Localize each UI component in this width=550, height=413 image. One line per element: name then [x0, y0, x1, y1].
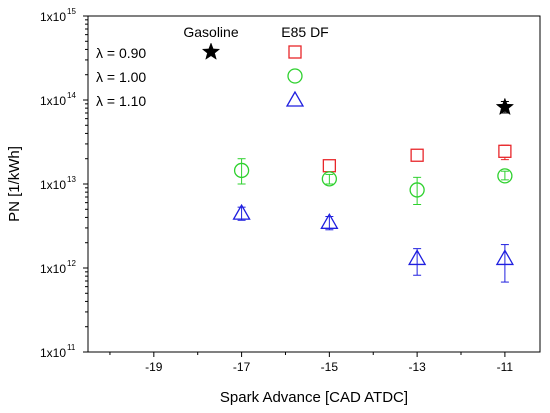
x-tick-label: -13: [408, 360, 426, 374]
x-axis-label: Spark Advance [CAD ATDC]: [220, 389, 408, 406]
y-tick-exponent: 11: [67, 343, 76, 352]
legend-header-gasoline: Gasoline: [183, 24, 238, 40]
x-tick-label: -15: [321, 360, 339, 374]
data-point-circle: [233, 162, 250, 179]
legend-header-e85-df: E85 DF: [281, 24, 328, 40]
data-point-circle: [497, 168, 513, 184]
y-tick-exponent: 13: [67, 175, 76, 184]
y-axis-label: PN [1/kWh]: [6, 146, 23, 222]
legend-row-lambda-090: λ = 0.90: [96, 45, 146, 61]
x-tick-label: -19: [145, 360, 163, 374]
legend-row-lambda-100: λ = 1.00: [96, 69, 146, 85]
data-markers: [232, 97, 515, 266]
y-tick-label: 1x10: [40, 178, 66, 192]
legend-row-lambda-110: λ = 1.10: [96, 93, 146, 109]
y-tick-exponent: 15: [67, 7, 76, 16]
y-tick-exponent: 14: [67, 91, 76, 100]
x-axis-ticks: -19 -17 -15 -13 -11: [109, 352, 514, 374]
data-point-triangle: [408, 249, 427, 266]
data-point-square: [498, 144, 512, 158]
data-point-triangle: [320, 212, 339, 229]
legend-marker-star: [201, 42, 221, 60]
legend-marker-circle: [287, 68, 303, 84]
legend-marker-triangle: [285, 90, 305, 107]
data-point-triangle: [232, 203, 251, 220]
data-point-star: [495, 97, 515, 116]
y-tick-exponent: 12: [67, 259, 76, 268]
y-tick-label: 1x10: [40, 10, 66, 24]
y-tick-label: 1x10: [40, 262, 66, 276]
y-tick-label: 1x10: [40, 94, 66, 108]
x-tick-label: -17: [233, 360, 251, 374]
plot-frame: [87, 15, 541, 353]
data-point-triangle: [495, 249, 515, 266]
data-point-square: [322, 159, 337, 173]
data-point-square: [410, 148, 424, 162]
data-point-circle: [409, 182, 425, 198]
x-tick-label: -11: [497, 360, 514, 374]
y-tick-label: 1x10: [40, 346, 66, 360]
legend-marker-square: [288, 45, 302, 59]
data-point-circle: [321, 171, 338, 187]
error-bars: [237, 100, 509, 283]
legend: Gasoline E85 DF λ = 0.90 λ = 1.00 λ = 1.…: [96, 24, 329, 109]
